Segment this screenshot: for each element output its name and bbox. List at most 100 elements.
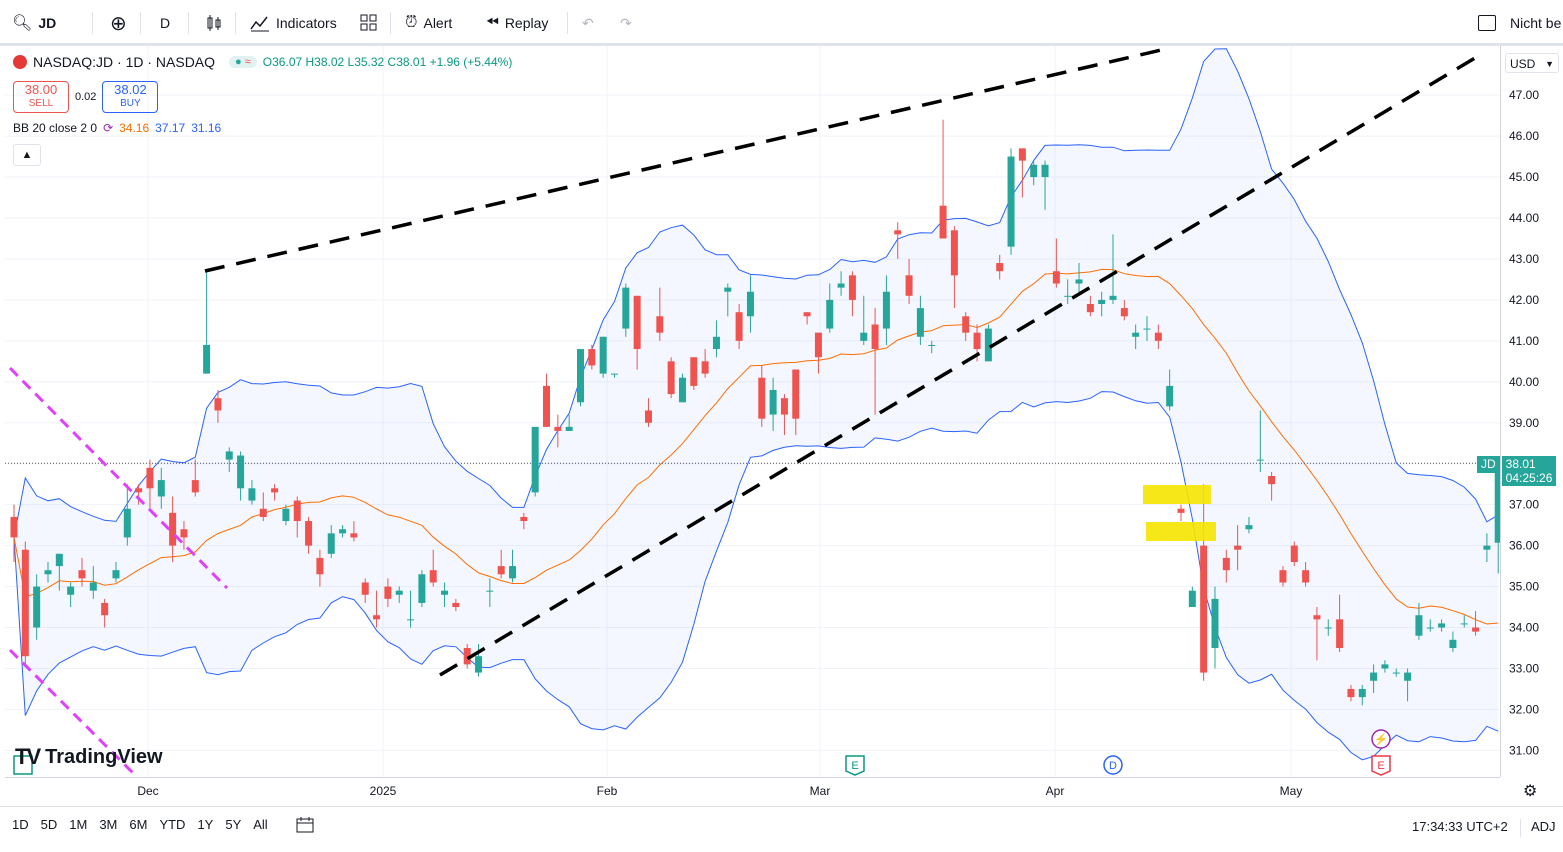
compare-button[interactable]: ⊕: [110, 0, 127, 46]
price-chart[interactable]: E D E ⚡: [5, 46, 1502, 779]
candle: [180, 521, 188, 550]
range-button-3m[interactable]: 3M: [99, 817, 118, 832]
candle: [1200, 484, 1208, 681]
candle-body: [735, 312, 743, 341]
templates-button[interactable]: [360, 0, 378, 46]
range-button-5y[interactable]: 5Y: [225, 817, 242, 832]
range-button-1m[interactable]: 1M: [69, 817, 88, 832]
range-button-5d[interactable]: 5D: [40, 817, 58, 832]
candle: [350, 521, 358, 542]
candle: [543, 373, 551, 427]
candle: [316, 549, 324, 587]
bb-name: BB 20 close 2 0: [13, 121, 98, 135]
replay-button[interactable]: ⏪︎ Replay: [486, 0, 548, 46]
candle: [780, 394, 788, 436]
candle: [520, 512, 528, 530]
candle: [1483, 533, 1491, 562]
highlight-box-lower: [1146, 522, 1216, 541]
range-buttons: 1D 5D 1M 3M 6M YTD 1Y 5Y All: [12, 817, 268, 832]
indicators-button[interactable]: Indicators: [250, 0, 337, 46]
candle-body: [361, 582, 369, 595]
candle-body: [1370, 672, 1378, 681]
candle-body: [225, 451, 233, 460]
candle-body: [10, 516, 18, 538]
candle-body: [214, 398, 222, 411]
candle: [146, 459, 154, 509]
y-tick-label: 37.00: [1509, 498, 1539, 512]
y-tick-label: 45.00: [1509, 170, 1539, 184]
buy-button[interactable]: 38.02 BUY: [102, 81, 159, 113]
adj-button[interactable]: ADJ: [1531, 819, 1556, 834]
redo-button[interactable]: ↷: [620, 0, 632, 46]
calendar-icon: [296, 817, 314, 833]
candle: [814, 332, 822, 374]
date-range-button[interactable]: [295, 816, 315, 837]
candle: [1381, 660, 1389, 673]
undo-button[interactable]: ↶: [582, 0, 594, 46]
market-status-badge[interactable]: ● ≈: [229, 56, 257, 68]
candle-body: [1426, 627, 1434, 629]
collapse-legend-button[interactable]: ▲: [13, 144, 41, 166]
symbol-search[interactable]: 🔍︎ JD: [12, 0, 56, 46]
alert-button[interactable]: ⏰︎ Alert: [405, 0, 452, 46]
candle: [803, 312, 811, 325]
settings-gear-button[interactable]: ⚙︎: [1523, 781, 1537, 801]
candle: [610, 373, 618, 378]
magenta-line-upper: [8, 366, 229, 590]
candle-body: [327, 533, 335, 554]
badge-symbol: JD: [1477, 456, 1500, 473]
range-button-1y[interactable]: 1Y: [197, 817, 214, 832]
candle: [1426, 619, 1434, 632]
candle-body: [463, 648, 471, 665]
symbol-label: JD: [38, 15, 57, 31]
interval-button[interactable]: D: [160, 0, 170, 46]
chart-pane[interactable]: E D E ⚡ NASDAQ:JD · 1D · NASDAQ ● ≈ O36.07 …: [5, 46, 1502, 779]
x-tick-label: Mar: [810, 784, 831, 798]
candle-body: [826, 299, 834, 329]
candle: [1460, 615, 1468, 628]
candle-body: [1052, 271, 1060, 284]
candle: [509, 549, 517, 583]
candle: [486, 578, 494, 608]
candle: [497, 549, 505, 579]
candle: [1324, 619, 1332, 636]
candle: [10, 504, 18, 562]
candle-body: [905, 275, 913, 296]
candle: [894, 222, 902, 259]
chart-type-button[interactable]: [205, 0, 223, 46]
legend-ohlc: O36.07 H38.02 L35.32 C38.01 +1.96 (+5.44…: [262, 55, 513, 69]
candle: [690, 357, 698, 390]
candle-body: [1064, 295, 1072, 297]
candle: [78, 557, 86, 587]
candle: [339, 525, 347, 538]
range-button-1d[interactable]: 1D: [12, 817, 29, 832]
candle-body: [610, 373, 618, 375]
candle-body: [1460, 623, 1468, 625]
time-scale[interactable]: Dec 2025 Feb Mar Apr May: [5, 777, 1500, 805]
candle: [237, 451, 245, 501]
candle: [916, 295, 924, 345]
x-tick-label: Feb: [597, 784, 618, 798]
candle: [203, 271, 211, 374]
range-button-ytd[interactable]: YTD: [159, 817, 186, 832]
y-tick-label: 33.00: [1509, 661, 1539, 675]
badge-price: 38.01: [1505, 457, 1536, 471]
candle-body: [1279, 570, 1287, 583]
clock-label[interactable]: 17:34:33 UTC+2: [1412, 819, 1508, 834]
candle: [169, 496, 177, 562]
range-button-all[interactable]: All: [253, 817, 268, 832]
price-scale[interactable]: USD ▼ 31.00 32.00 33.00 34.00 35.00 36.00 37.0…: [1500, 46, 1563, 777]
candle: [67, 582, 75, 608]
candle: [928, 340, 936, 354]
currency-select[interactable]: USD ▼: [1505, 53, 1559, 73]
candle: [1132, 324, 1140, 350]
candle-body: [157, 480, 165, 497]
symbol-logo-icon: [13, 55, 27, 69]
range-button-6m[interactable]: 6M: [129, 817, 148, 832]
y-tick-label: 47.00: [1509, 88, 1539, 102]
layout-toggle[interactable]: Nicht be: [1478, 0, 1561, 46]
candle-body: [928, 344, 936, 346]
candle-body: [350, 533, 358, 538]
sell-button[interactable]: 38.00 SELL: [13, 81, 69, 113]
badge-countdown: 04:25:26: [1505, 471, 1553, 485]
